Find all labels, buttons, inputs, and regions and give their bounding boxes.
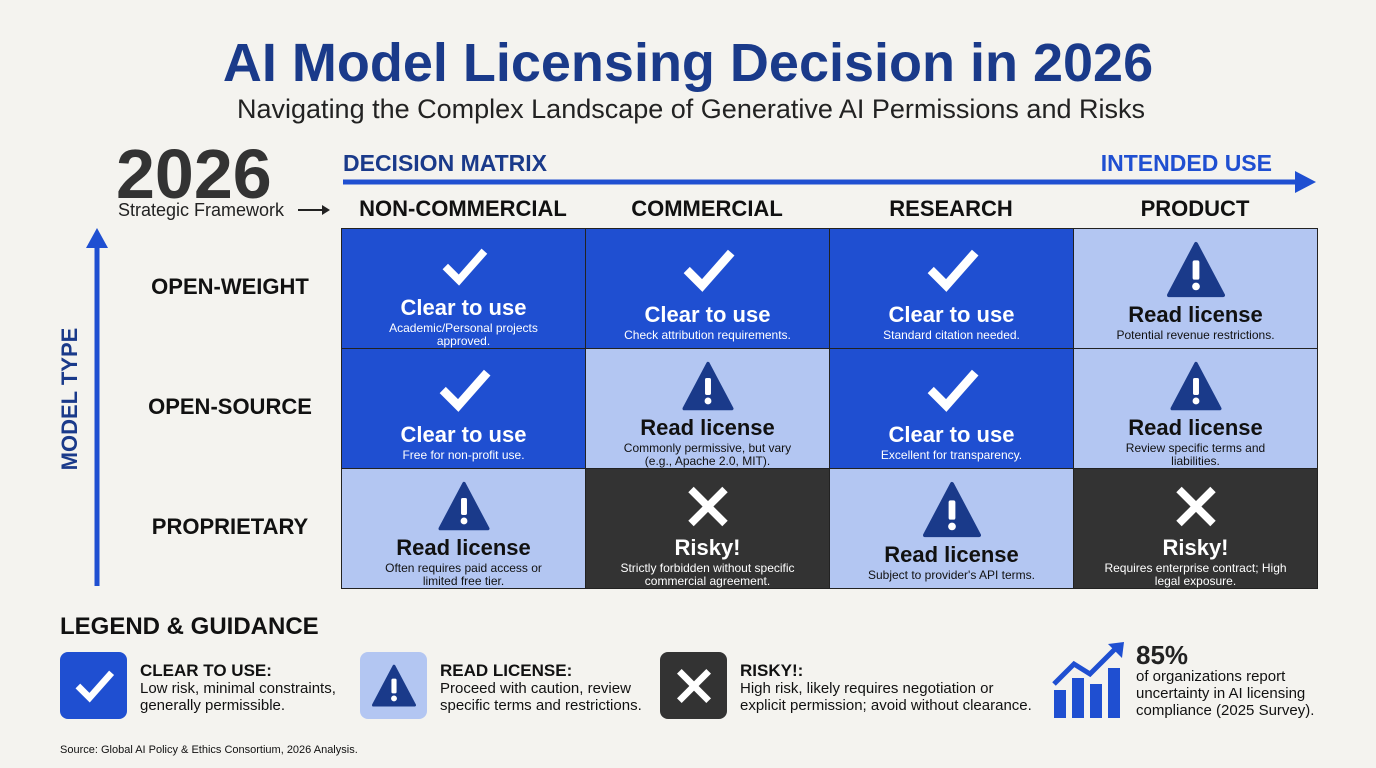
stat-value: 85%	[1136, 640, 1189, 670]
cell-note: Often requires paid access or limited fr…	[385, 561, 542, 588]
warning-icon	[1170, 361, 1221, 411]
legend-swatch	[60, 652, 127, 719]
warning-icon	[922, 481, 981, 538]
matrix-cell: Clear to use Standard citation needed.	[829, 228, 1074, 349]
cross-icon	[1175, 486, 1216, 527]
legend-item-text: Low risk, minimal constraints, generally…	[140, 680, 336, 714]
cell-heading: Risky!	[674, 535, 741, 560]
x-axis-arrow	[343, 171, 1316, 193]
legend-item-text: High risk, likely requires negotiation o…	[740, 680, 1032, 714]
cell-note: Potential revenue restrictions.	[1116, 328, 1275, 342]
column-header: COMMERCIAL	[631, 196, 783, 221]
legend-item-title: READ LICENSE:	[440, 661, 573, 680]
legend-swatch	[360, 652, 427, 719]
column-header: PRODUCT	[1140, 196, 1250, 221]
warning-icon	[1166, 241, 1225, 298]
matrix-cell: Read license Potential revenue restrictio…	[1073, 228, 1318, 349]
row-label: OPEN-WEIGHT	[151, 274, 309, 299]
warning-icon	[371, 664, 416, 707]
cell-note: Review specific terms and liabilities.	[1125, 441, 1266, 468]
check-icon	[927, 369, 978, 412]
cell-heading: Clear to use	[644, 302, 771, 327]
caption-arrow	[298, 205, 330, 215]
matrix-cell: Risky! Requires enterprise contract; High…	[1073, 468, 1318, 589]
cell-heading: Read license	[640, 415, 775, 440]
legend-swatch	[660, 652, 727, 719]
column-header: NON-COMMERCIAL	[359, 196, 567, 221]
cell-heading: Clear to use	[400, 422, 527, 447]
cell-note: Free for non-profit use.	[402, 448, 525, 462]
cell-note: Academic/Personal projects approved.	[389, 321, 538, 348]
cross-icon	[676, 668, 711, 703]
cell-heading: Risky!	[1162, 535, 1229, 560]
warning-icon	[682, 361, 733, 411]
cell-heading: Read license	[396, 535, 531, 560]
matrix-cell: Risky! Strictly forbidden without specifi…	[585, 468, 830, 589]
warning-icon	[438, 481, 489, 531]
cell-note: Strictly forbidden without specific comm…	[620, 561, 795, 588]
cell-note: Subject to provider's API terms.	[867, 568, 1036, 582]
matrix-cell: Clear to use Free for non-profit use.	[341, 348, 586, 469]
stat-text: of organizations report uncertainty in A…	[1136, 668, 1315, 719]
legend-item-text: Proceed with caution, review specific te…	[440, 680, 642, 714]
legend-item-title: RISKY!:	[740, 661, 804, 680]
badge-caption: Strategic Framework	[118, 200, 285, 220]
row-label: OPEN-SOURCE	[148, 394, 312, 419]
check-icon	[683, 249, 734, 292]
matrix-cell: Read license Commonly permissive, but var…	[585, 348, 830, 469]
check-icon	[75, 670, 114, 703]
matrix-cell: Clear to use Excellent for transparency.	[829, 348, 1074, 469]
cell-heading: Clear to use	[400, 295, 527, 320]
cell-heading: Read license	[1128, 302, 1263, 327]
source: Source: Global AI Policy & Ethics Consor…	[60, 744, 358, 756]
cross-icon	[687, 486, 728, 527]
cell-note: Check attribution requirements.	[624, 328, 791, 342]
cell-note: Excellent for transparency.	[880, 448, 1023, 462]
matrix-cell: Clear to use Check attribution requiremen…	[585, 228, 830, 349]
matrix-cell: Read license Review specific terms and li…	[1073, 348, 1318, 469]
cell-heading: Clear to use	[888, 302, 1015, 327]
row-label: PROPRIETARY	[151, 514, 309, 539]
cell-note: Commonly permissive, but vary (e.g., Apa…	[623, 441, 792, 468]
badge-year: 2026	[116, 135, 272, 213]
matrix-cell: Clear to use Academic/Personal projects a…	[341, 228, 586, 349]
stat-icon	[1052, 642, 1124, 718]
x-axis-label: INTENDED USE	[1100, 150, 1272, 176]
legend-item-title: CLEAR TO USE:	[140, 661, 272, 680]
cell-heading: Read license	[884, 542, 1019, 567]
cell-heading: Read license	[1128, 415, 1263, 440]
check-icon	[439, 369, 490, 412]
matrix-title: DECISION MATRIX	[343, 150, 548, 176]
matrix-cell: Read license Subject to provider's API te…	[829, 468, 1074, 589]
check-icon	[442, 248, 487, 286]
y-axis-label: MODEL TYPE	[57, 327, 82, 471]
legend-title: LEGEND & GUIDANCE	[60, 613, 319, 640]
cell-note: Requires enterprise contract; High legal…	[1104, 561, 1287, 588]
subtitle: Navigating the Complex Landscape of Gene…	[237, 94, 1145, 124]
column-header: RESEARCH	[889, 196, 1013, 221]
y-axis-arrow	[86, 228, 108, 586]
matrix-cell: Read license Often requires paid access o…	[341, 468, 586, 589]
cell-note: Standard citation needed.	[883, 328, 1020, 342]
cell-heading: Clear to use	[888, 422, 1015, 447]
title: AI Model Licensing Decision in 2026	[222, 33, 1154, 93]
check-icon	[927, 249, 978, 292]
